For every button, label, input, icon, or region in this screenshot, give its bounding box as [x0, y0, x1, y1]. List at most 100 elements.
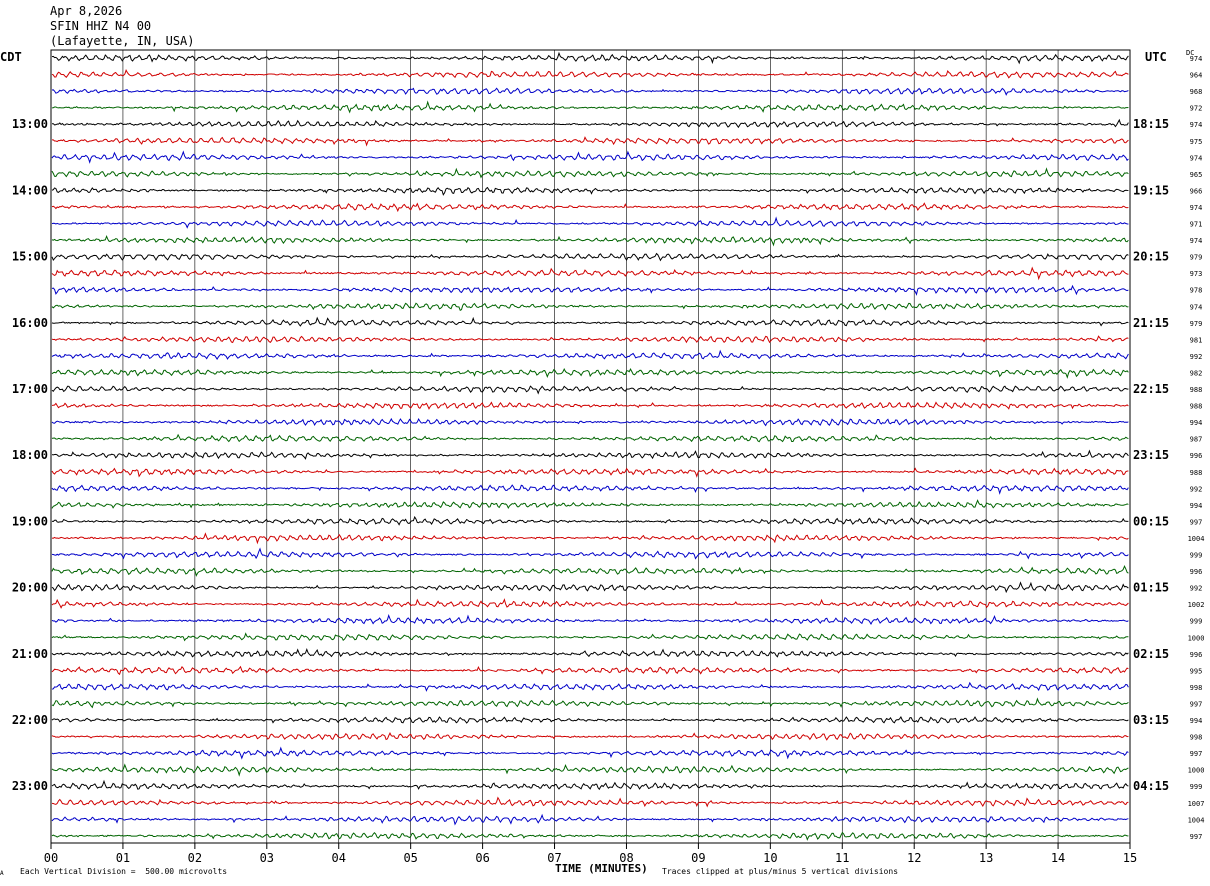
dc-offset-label: 994	[1190, 502, 1203, 510]
dc-offset-label: 994	[1190, 419, 1203, 427]
dc-offset-label: 988	[1190, 469, 1203, 477]
trace-row-33	[51, 598, 1129, 609]
trace-row-37	[51, 665, 1129, 676]
x-tick-label: 00	[44, 851, 58, 865]
trace-row-25	[51, 467, 1129, 478]
trace-row-8	[51, 186, 1129, 196]
dc-offset-label: 974	[1190, 154, 1203, 162]
x-tick-label: 02	[188, 851, 202, 865]
trace-row-7	[51, 167, 1129, 179]
trace-row-30	[51, 547, 1129, 560]
x-tick-label: 04	[332, 851, 346, 865]
trace-row-27	[51, 499, 1129, 509]
trace-row-10	[51, 216, 1129, 229]
trace-row-35	[51, 632, 1129, 642]
dc-offset-label: 974	[1190, 237, 1203, 245]
dc-offset-label: 974	[1190, 204, 1203, 212]
trace-row-38	[51, 681, 1129, 692]
right-hour-label: 01:15	[1133, 581, 1169, 595]
dc-offset-label: 1000	[1188, 767, 1205, 775]
x-tick-label: 08	[619, 851, 633, 865]
x-tick-label: 01	[116, 851, 130, 865]
trace-row-0	[51, 51, 1129, 65]
x-tick-label: 13	[979, 851, 993, 865]
left-hour-label: 21:00	[12, 647, 48, 661]
left-hour-label: 19:00	[12, 514, 48, 528]
left-hour-label: 18:00	[12, 448, 48, 462]
trace-row-44	[51, 779, 1129, 791]
dc-offset-label: 972	[1190, 105, 1203, 113]
right-hour-label: 02:15	[1133, 647, 1169, 661]
dc-offset-label: 999	[1190, 552, 1203, 560]
dc-offset-label: 1004	[1188, 816, 1205, 824]
dc-offset-label: 965	[1190, 171, 1203, 179]
trace-row-47	[51, 831, 1129, 841]
dc-offset-label: 988	[1190, 403, 1203, 411]
dc-offset-label: 997	[1190, 700, 1203, 708]
chart-labels: 00 01 02 03 04 05 06 07 08 09 10 11 12 13 14 15 974 964 96…	[12, 55, 1205, 865]
dc-label: DC	[1186, 49, 1195, 57]
dc-offset-label: 992	[1190, 585, 1203, 593]
x-tick-label: 03	[260, 851, 274, 865]
dc-offset-label: 1002	[1188, 601, 1205, 609]
x-tick-label: 15	[1123, 851, 1137, 865]
dc-offset-label: 968	[1190, 88, 1203, 96]
trace-row-32	[51, 581, 1129, 594]
trace-row-16	[51, 316, 1129, 327]
dc-offset-label: 996	[1190, 651, 1203, 659]
trace-row-41	[51, 732, 1129, 741]
right-hour-label: 20:15	[1133, 250, 1169, 264]
dc-offset-label: 979	[1190, 320, 1203, 328]
left-hour-label: 23:00	[12, 779, 48, 793]
x-tick-label: 11	[835, 851, 849, 865]
dc-offset-label: 999	[1190, 783, 1203, 791]
right-hour-label: 23:15	[1133, 448, 1169, 462]
trace-row-3	[51, 100, 1129, 114]
trace-row-31	[51, 564, 1129, 577]
right-hour-label: 22:15	[1133, 382, 1169, 396]
plot-frame	[50, 49, 1131, 844]
right-hour-label: 04:15	[1133, 779, 1169, 793]
x-tick-label: 05	[403, 851, 417, 865]
trace-row-4	[51, 118, 1129, 129]
right-hour-label: 00:15	[1133, 514, 1169, 528]
trace-row-14	[51, 284, 1129, 296]
chart-grid	[50, 49, 1131, 849]
dc-offset-label: 1007	[1188, 800, 1205, 808]
date-label: Apr 8,2026	[50, 4, 123, 18]
trace-row-23	[51, 433, 1129, 443]
left-hour-label: 15:00	[12, 250, 48, 264]
trace-row-15	[51, 302, 1129, 311]
dc-offset-label: 992	[1190, 485, 1203, 493]
dc-offset-label: 964	[1190, 72, 1203, 80]
dc-offset-label: 998	[1190, 684, 1203, 692]
trace-row-36	[51, 647, 1129, 658]
trace-row-17	[51, 335, 1129, 344]
x-tick-label: 06	[475, 851, 489, 865]
trace-row-12	[51, 252, 1129, 262]
chart-traces	[51, 51, 1129, 841]
trace-row-21	[51, 401, 1129, 410]
trace-row-5	[51, 136, 1129, 147]
trace-row-43	[51, 763, 1129, 777]
trace-row-29	[51, 532, 1129, 545]
dc-offset-label: 996	[1190, 452, 1203, 460]
left-hour-label: 14:00	[12, 183, 48, 197]
x-tick-label: 07	[547, 851, 561, 865]
trace-row-28	[51, 515, 1129, 526]
trace-row-19	[51, 368, 1129, 379]
dc-offset-label: 979	[1190, 254, 1203, 262]
left-hour-label: 22:00	[12, 713, 48, 727]
station-label: SFIN HHZ N4 00	[50, 19, 152, 33]
trace-row-40	[51, 716, 1129, 724]
trace-row-34	[51, 613, 1129, 625]
dc-offset-label: 982	[1190, 369, 1203, 377]
trace-row-1	[51, 69, 1129, 79]
trace-row-20	[51, 385, 1129, 395]
dc-offset-label: 978	[1190, 287, 1203, 295]
trace-row-18	[51, 349, 1129, 360]
dc-offset-label: 1004	[1188, 535, 1205, 543]
dc-offset-label: 996	[1190, 568, 1203, 576]
dc-offset-label: 981	[1190, 336, 1203, 344]
dc-offset-label: 1000	[1188, 634, 1205, 642]
